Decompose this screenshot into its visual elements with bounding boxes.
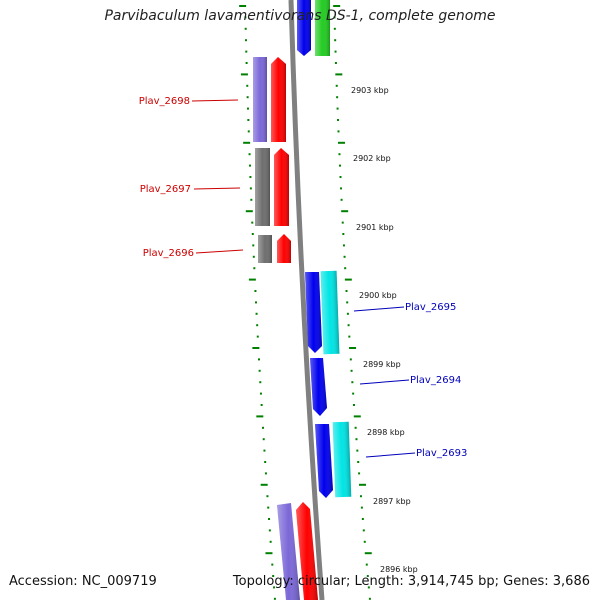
gene-plav-2698[interactable] [253, 57, 267, 142]
gene-red-2696b[interactable] [277, 234, 291, 263]
gene-cyan-2695b[interactable] [320, 270, 340, 355]
kbp-label: 2899 kbp [363, 360, 401, 369]
gene-red-2697b[interactable] [274, 148, 289, 226]
kbp-label: 2900 kbp [359, 291, 397, 300]
leader-plav-2696 [195, 249, 244, 254]
genome-backbone [288, 0, 325, 600]
gene-plav-2694[interactable] [310, 358, 327, 416]
gene-green-top[interactable] [315, 0, 330, 56]
leader-plav-2694 [359, 379, 410, 385]
gene-plav-2697[interactable] [255, 148, 270, 226]
leader-plav-2693 [365, 452, 416, 458]
gene-purple-bottom[interactable] [277, 503, 300, 600]
label-plav-2693[interactable]: Plav_2693 [416, 448, 467, 459]
accession-text: Accession: NC_009719 [9, 574, 157, 589]
kbp-label: 2901 kbp [356, 223, 394, 232]
gene-red-2698b[interactable] [271, 57, 286, 142]
gene-red-bottom[interactable] [296, 502, 318, 600]
page-title: Parvibaculum lavamentivorans DS-1, compl… [104, 8, 496, 24]
label-plav-2695[interactable]: Plav_2695 [405, 302, 456, 313]
kbp-label: 2903 kbp [351, 86, 389, 95]
kbp-label: 2897 kbp [373, 497, 411, 506]
ticks-inner [239, 5, 276, 600]
kbp-label: 2896 kbp [380, 565, 418, 574]
gene-plav-2696[interactable] [258, 235, 272, 263]
gene-plav-2693[interactable] [315, 424, 333, 498]
kbp-label: 2898 kbp [367, 428, 405, 437]
kbp-label: 2902 kbp [353, 154, 391, 163]
gene-plav-2695[interactable] [305, 272, 322, 353]
gene-blue-top[interactable] [297, 0, 311, 56]
label-plav-2697[interactable]: Plav_2697 [140, 184, 191, 195]
label-plav-2698[interactable]: Plav_2698 [139, 96, 190, 107]
gene-cyan-2693b[interactable] [332, 421, 352, 498]
leader-plav-2698 [191, 99, 239, 102]
label-plav-2694[interactable]: Plav_2694 [410, 375, 461, 386]
label-plav-2696[interactable]: Plav_2696 [143, 248, 194, 259]
ticks-outer [333, 5, 372, 600]
leader-plav-2695 [353, 306, 405, 312]
leader-plav-2697 [193, 187, 241, 190]
topology-text: Topology: circular; Length: 3,914,745 bp… [232, 574, 590, 589]
